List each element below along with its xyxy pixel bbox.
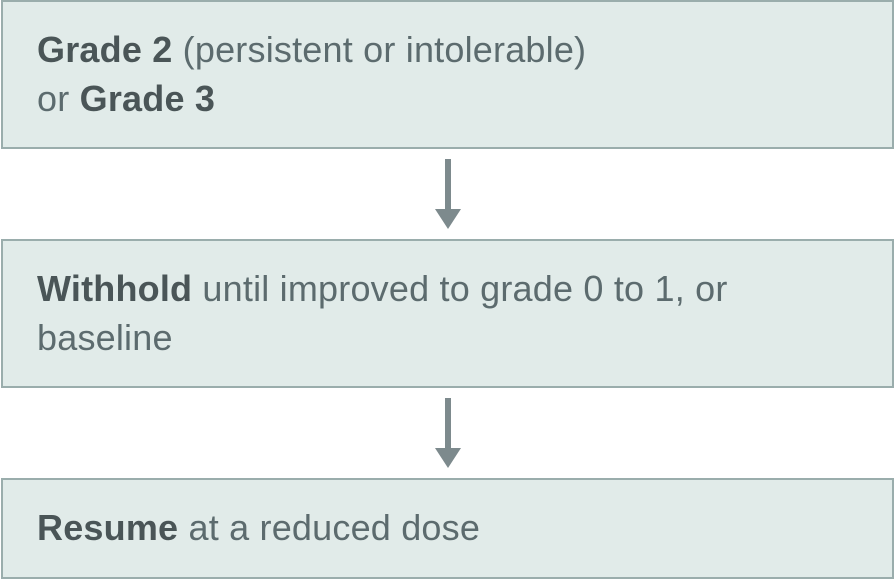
dose-modification-flowchart: Grade 2 (persistent or intolerable) or Gr… [0,0,895,579]
node-text-segment: Grade 3 [80,78,215,119]
flowchart-node-2: Withhold until improved to grade 0 to 1,… [1,239,894,388]
node-text-segment: Withhold [37,268,192,309]
flowchart-arrow-2 [431,388,465,478]
node-text-segment: Grade 2 [37,29,172,70]
flowchart-node-3: Resume at a reduced dose [1,478,894,579]
node-text-segment: or [37,78,80,119]
node-text-segment: at a reduced dose [178,507,480,548]
flowchart-node-1: Grade 2 (persistent or intolerable) or Gr… [1,0,894,149]
node-text-segment: Resume [37,507,178,548]
flowchart-arrow-1 [431,149,465,239]
node-text-segment: (persistent or intolerable) [172,29,586,70]
